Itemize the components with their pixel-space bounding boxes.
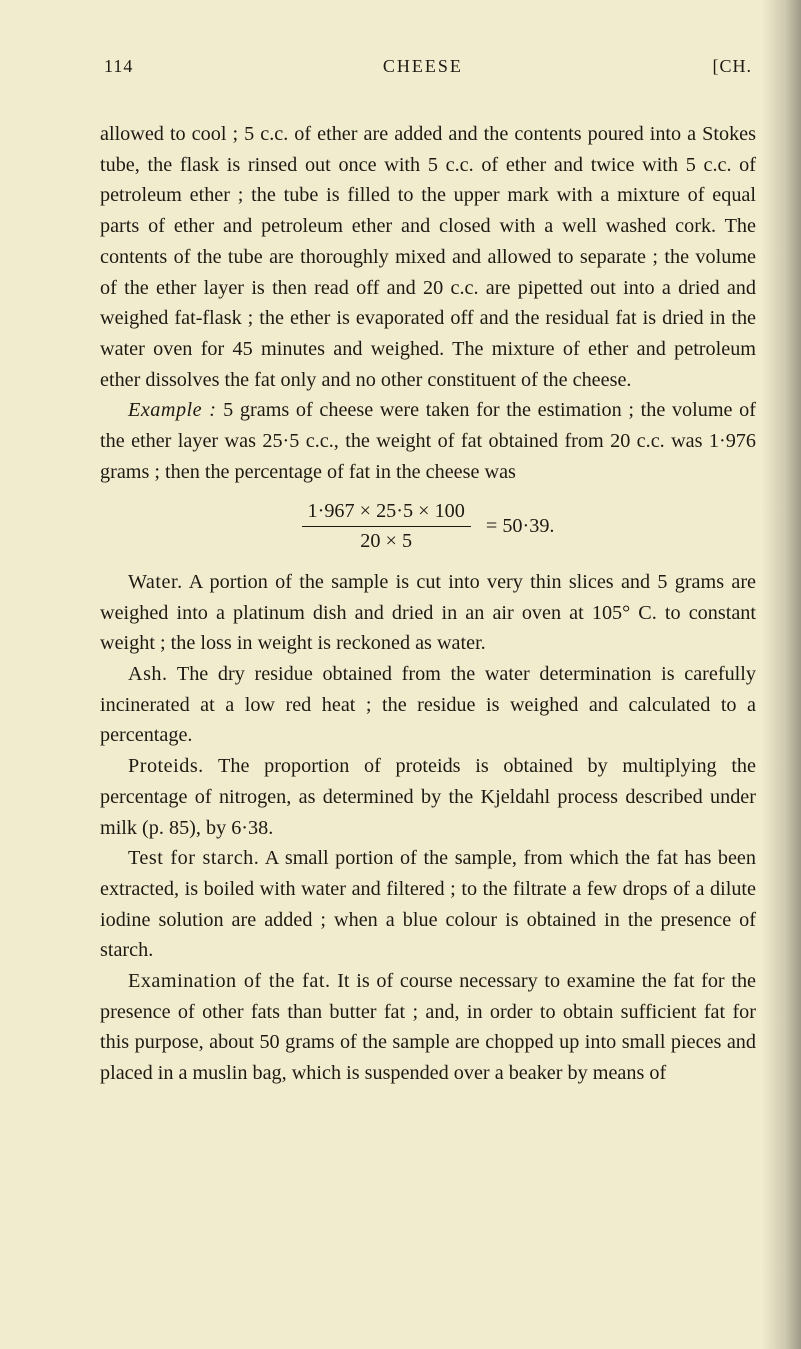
paragraph-1: allowed to cool ; 5 c.c. of ether are ad… <box>100 119 756 395</box>
paragraph-4-rest: The dry residue obtained from the water … <box>100 663 756 746</box>
page-number: 114 <box>104 56 133 77</box>
paragraph-4: Ash. The dry residue obtained from the w… <box>100 659 756 751</box>
formula: 1·967 × 25·5 × 100 20 × 5 = 50·39. <box>100 499 756 552</box>
paragraph-3: Water. A portion of the sample is cut in… <box>100 567 756 659</box>
page: 114 CHEESE [CH. allowed to cool ; 5 c.c.… <box>0 0 801 1349</box>
ash-lead: Ash. <box>128 663 168 685</box>
body-text: allowed to cool ; 5 c.c. of ether are ad… <box>100 119 756 1089</box>
equals-result: = 50·39. <box>486 511 555 542</box>
example-lead: Example : <box>128 399 217 421</box>
fraction: 1·967 × 25·5 × 100 20 × 5 <box>302 499 471 552</box>
page-header: 114 CHEESE [CH. <box>100 56 756 77</box>
water-lead: Water. <box>128 571 183 593</box>
proteids-lead: Proteids. <box>128 755 204 777</box>
page-title: CHEESE <box>383 56 463 77</box>
paragraph-2: Example : 5 grams of cheese were taken f… <box>100 395 756 487</box>
paragraph-6: Test for starch. A small portion of the … <box>100 843 756 966</box>
paragraph-5: Proteids. The proportion of proteids is … <box>100 751 756 843</box>
paragraph-3-rest: A portion of the sample is cut into very… <box>100 571 756 654</box>
denominator: 20 × 5 <box>302 527 471 553</box>
numerator: 1·967 × 25·5 × 100 <box>302 499 471 526</box>
starch-lead: Test for starch. <box>128 847 259 869</box>
chapter-marker: [CH. <box>712 56 752 77</box>
fat-exam-lead: Examination of the fat. <box>128 970 331 992</box>
paragraph-7: Examination of the fat. It is of course … <box>100 966 756 1089</box>
